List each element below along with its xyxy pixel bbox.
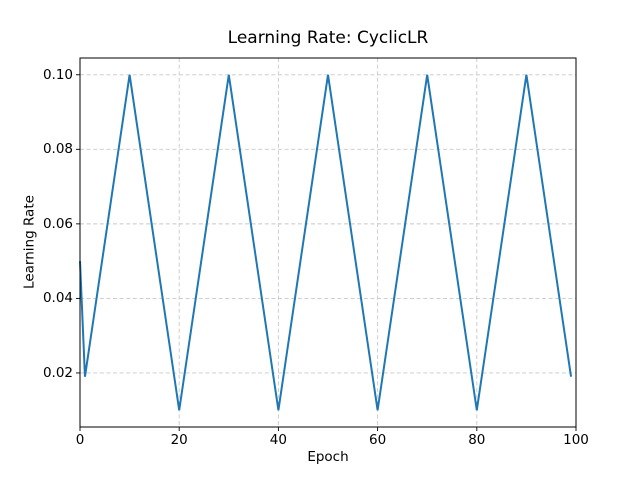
x-tick-label: 0 <box>75 432 85 448</box>
y-tick-label: 0.02 <box>42 364 73 381</box>
y-tick-label: 0.08 <box>42 141 73 158</box>
learning-rate-line <box>79 74 573 411</box>
x-axis-label: Epoch <box>307 449 349 465</box>
chart-title: Learning Rate: CyclicLR <box>227 28 429 48</box>
x-tick-label: 80 <box>468 432 486 448</box>
x-tick-label: 60 <box>369 432 387 448</box>
y-tick-label: 0.06 <box>42 215 73 232</box>
y-tick-label: 0.10 <box>42 66 73 83</box>
x-tick-label: 100 <box>563 432 589 448</box>
plot-border <box>79 57 577 428</box>
x-tick-label: 20 <box>170 432 188 448</box>
x-tick-label: 40 <box>269 432 287 448</box>
y-tick-label: 0.04 <box>42 290 73 307</box>
